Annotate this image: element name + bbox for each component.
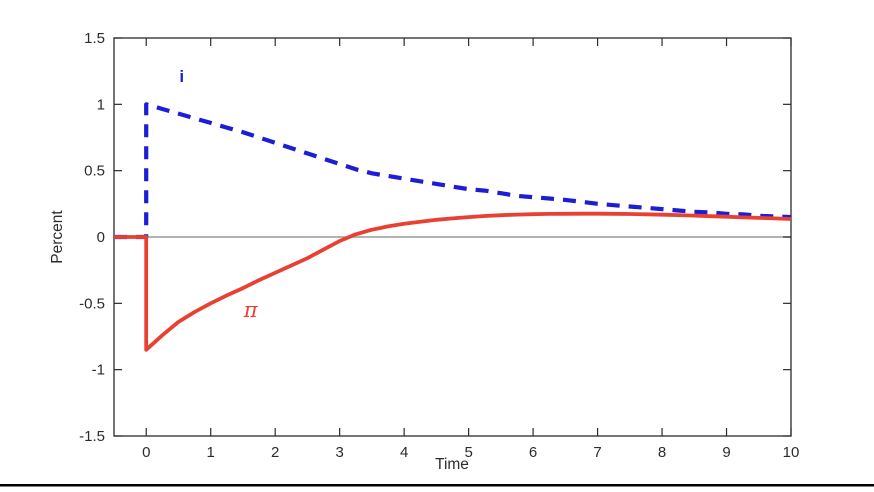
y-tick-label: 1.5 xyxy=(84,30,105,47)
x-tick-label: 10 xyxy=(783,444,800,461)
y-tick-label: 1 xyxy=(97,96,105,113)
x-tick-label: 2 xyxy=(271,444,279,461)
x-tick-label: 1 xyxy=(207,444,215,461)
y-tick-label: -0.5 xyxy=(79,295,105,312)
y-tick-label: -1.5 xyxy=(79,428,105,445)
y-axis-label: Percent xyxy=(49,210,66,264)
window-bottom-border xyxy=(0,484,874,487)
series-label-pi: π xyxy=(243,298,259,322)
x-axis-label: Time xyxy=(435,456,469,473)
x-tick-label: 7 xyxy=(593,444,601,461)
x-tick-label: 3 xyxy=(335,444,343,461)
series-path-i xyxy=(114,102,792,240)
series-path-pi xyxy=(114,211,792,352)
y-tick-label: -1 xyxy=(92,362,105,379)
labels-layer: Time Percent i π xyxy=(49,67,469,473)
y-tick-label: 0 xyxy=(97,229,105,246)
series-layer xyxy=(114,102,792,352)
x-tick-label: 6 xyxy=(529,444,537,461)
series-label-i: i xyxy=(179,67,184,86)
x-tick-label: 4 xyxy=(400,444,408,461)
y-tick-label: 0.5 xyxy=(84,163,105,180)
x-tick-label: 9 xyxy=(722,444,730,461)
x-tick-label: 0 xyxy=(142,444,150,461)
x-tick-label: 5 xyxy=(464,444,472,461)
axes-layer: 0 1 2 3 4 5 6 7 8 9 10 -1.5 -1 -0.5 0 0.5 1 1.5 xyxy=(79,30,799,461)
x-tick-label: 8 xyxy=(658,444,666,461)
